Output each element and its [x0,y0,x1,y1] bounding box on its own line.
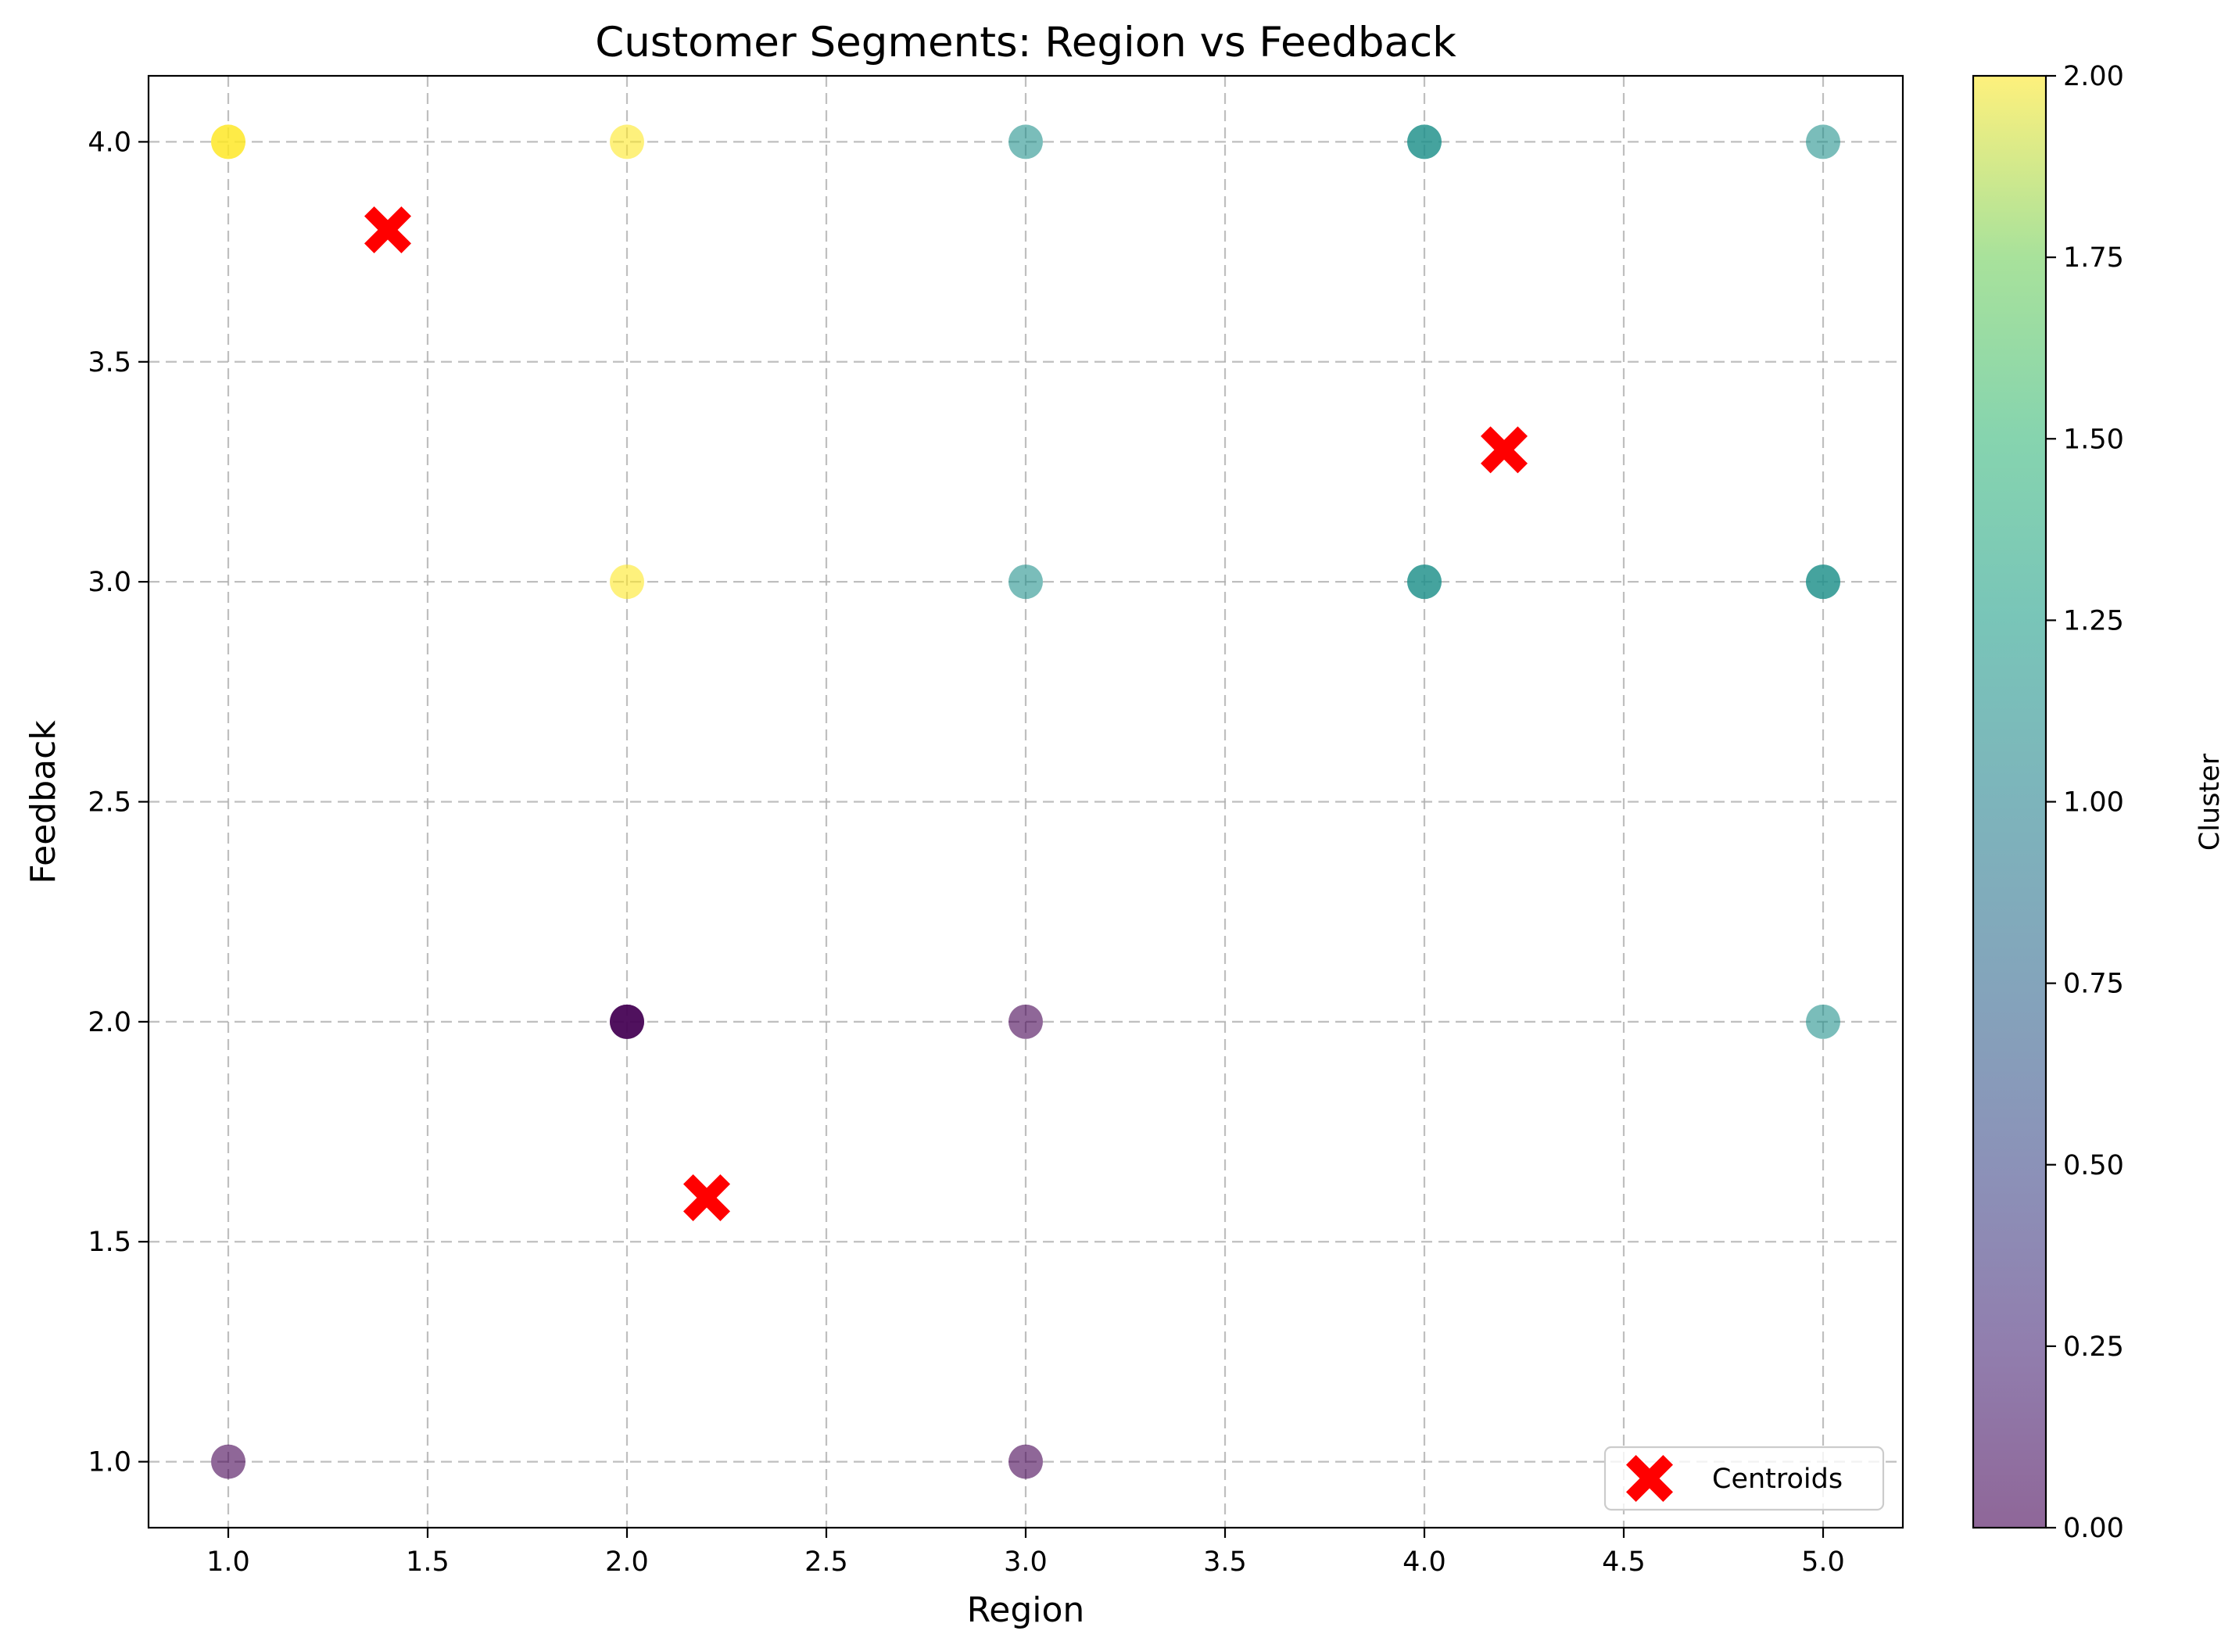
x-tick-label: 5.0 [1801,1546,1845,1578]
y-tick-label: 3.5 [88,347,131,378]
y-tick-label: 4.0 [88,127,131,158]
colorbar [1972,74,2047,1529]
colorbar-ticks: 0.00 0.25 0.50 0.75 1.00 1.25 1.50 1.75 2.00 [2046,61,2124,1544]
y-tick-label: 2.5 [88,787,131,819]
colorbar-tick-label: 0.25 [2063,1331,2124,1363]
legend-label-centroids: Centroids [1712,1464,1843,1495]
y-tick-label: 2.0 [88,1007,131,1038]
data-point [211,124,245,159]
x-axis-label: Region [967,1590,1085,1630]
legend-centroid-icon [1626,1455,1673,1502]
colorbar-tick-label: 0.50 [2063,1150,2124,1181]
data-point [1008,1444,1043,1479]
x-axis-ticks: 1.0 1.5 2.0 2.5 3.0 3.5 4.0 4.5 5.0 [206,1528,1845,1578]
centroid-marker [364,206,411,253]
x-tick-label: 2.0 [605,1546,649,1578]
x-tick-label: 3.0 [1004,1546,1048,1578]
colorbar-tick-label: 1.00 [2063,787,2124,819]
x-tick-label: 4.0 [1403,1546,1446,1578]
data-point [610,124,644,159]
x-tick-label: 4.5 [1602,1546,1646,1578]
legend-box [1603,1446,1885,1511]
colorbar-tick-label: 2.00 [2063,61,2124,92]
data-point [1806,564,1840,600]
plot-frame [147,74,1904,1529]
data-point [1806,124,1840,159]
data-point [610,1004,644,1039]
y-axis-label: Feedback [23,720,63,884]
colorbar-tick-label: 1.50 [2063,424,2124,455]
data-point [1806,1004,1840,1039]
chart-title: Customer Segments: Region vs Feedback [595,19,1456,66]
y-tick-label: 3.0 [88,567,131,598]
legend: Centroids [1603,1446,1885,1511]
data-point [1407,564,1442,600]
data-points [211,124,1840,1479]
data-point [610,564,644,600]
legend-centroid-marker [1626,1455,1673,1502]
colorbar-tick-label: 0.75 [2063,969,2124,1000]
data-point [1008,124,1043,159]
x-tick-label: 1.5 [406,1546,450,1578]
colorbar-label: Cluster [2194,753,2226,851]
x-tick-label: 2.5 [804,1546,848,1578]
colorbar-tick-label: 1.75 [2063,242,2124,274]
colorbar-tick-label: 1.25 [2063,605,2124,636]
colorbar-tick-label: 0.00 [2063,1513,2124,1544]
data-point [1407,124,1442,159]
centroid-markers [364,206,1528,1221]
centroid-marker [683,1174,730,1221]
centroid-marker [1481,426,1528,474]
y-axis-ticks: 1.0 1.5 2.0 2.5 3.0 3.5 4.0 [88,127,149,1478]
x-tick-label: 3.5 [1203,1546,1247,1578]
data-point [1008,1004,1043,1039]
data-point [1008,564,1043,600]
x-tick-label: 1.0 [206,1546,250,1578]
data-point [211,1444,245,1479]
y-tick-label: 1.0 [88,1447,131,1478]
y-tick-label: 1.5 [88,1227,131,1258]
